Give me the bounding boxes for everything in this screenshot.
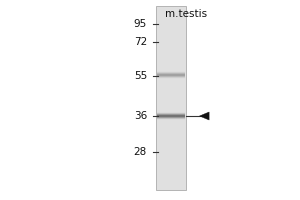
- Bar: [156, 6, 186, 190]
- Text: 55: 55: [134, 71, 147, 81]
- Text: 95: 95: [134, 19, 147, 29]
- Text: 28: 28: [134, 147, 147, 157]
- Text: 72: 72: [134, 37, 147, 47]
- Text: m.testis: m.testis: [165, 9, 207, 19]
- Polygon shape: [200, 112, 209, 120]
- Text: 36: 36: [134, 111, 147, 121]
